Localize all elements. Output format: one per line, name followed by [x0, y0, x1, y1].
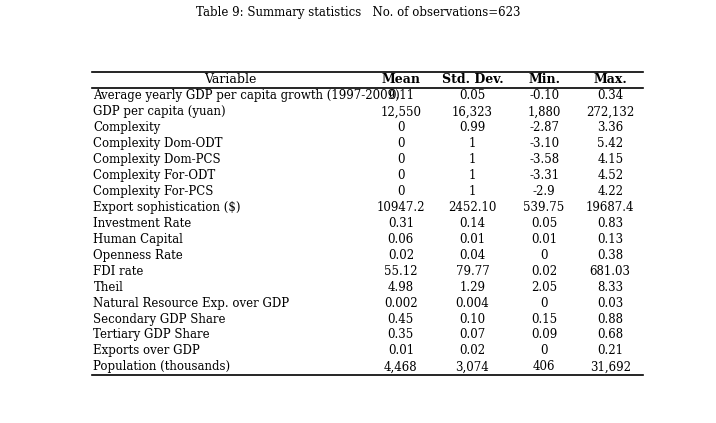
- Text: Complexity For-ODT: Complexity For-ODT: [93, 169, 216, 182]
- Text: 681.03: 681.03: [590, 265, 631, 278]
- Text: 0.10: 0.10: [460, 313, 485, 326]
- Text: -2.87: -2.87: [529, 121, 559, 134]
- Text: 0: 0: [541, 249, 548, 262]
- Text: -3.58: -3.58: [529, 153, 559, 166]
- Text: 0.01: 0.01: [460, 233, 485, 246]
- Text: 406: 406: [533, 360, 556, 374]
- Text: 16,323: 16,323: [452, 105, 493, 118]
- Text: 0.07: 0.07: [460, 329, 485, 341]
- Text: Max.: Max.: [594, 74, 627, 86]
- Text: Average yearly GDP per capita growth (1997-2009): Average yearly GDP per capita growth (19…: [93, 89, 400, 102]
- Text: 0: 0: [541, 297, 548, 310]
- Text: 0.05: 0.05: [531, 217, 557, 230]
- Text: -3.31: -3.31: [529, 169, 559, 182]
- Text: Complexity: Complexity: [93, 121, 160, 134]
- Text: 31,692: 31,692: [590, 360, 631, 374]
- Text: 0.09: 0.09: [531, 329, 557, 341]
- Text: 0: 0: [397, 185, 405, 198]
- Text: Population (thousands): Population (thousands): [93, 360, 231, 374]
- Text: 1,880: 1,880: [528, 105, 561, 118]
- Text: 0.38: 0.38: [597, 249, 624, 262]
- Text: 19687.4: 19687.4: [586, 201, 634, 214]
- Text: 0: 0: [397, 137, 405, 150]
- Text: GDP per capita (yuan): GDP per capita (yuan): [93, 105, 226, 118]
- Text: 0.02: 0.02: [460, 344, 485, 357]
- Text: Mean: Mean: [382, 74, 420, 86]
- Text: 8.33: 8.33: [597, 280, 624, 294]
- Text: 0.15: 0.15: [531, 313, 557, 326]
- Text: 0.14: 0.14: [460, 217, 485, 230]
- Text: 1: 1: [469, 137, 476, 150]
- Text: 2.05: 2.05: [531, 280, 557, 294]
- Text: 3,074: 3,074: [455, 360, 489, 374]
- Text: 4.98: 4.98: [388, 280, 414, 294]
- Text: 0: 0: [397, 121, 405, 134]
- Text: FDI rate: FDI rate: [93, 265, 144, 278]
- Text: Openness Rate: Openness Rate: [93, 249, 183, 262]
- Text: Complexity For-PCS: Complexity For-PCS: [93, 185, 214, 198]
- Text: 4,468: 4,468: [384, 360, 417, 374]
- Text: -0.10: -0.10: [529, 89, 559, 102]
- Text: 0.02: 0.02: [388, 249, 414, 262]
- Text: 0: 0: [397, 169, 405, 182]
- Text: 0.88: 0.88: [597, 313, 623, 326]
- Text: 2452.10: 2452.10: [448, 201, 497, 214]
- Text: 0.004: 0.004: [455, 297, 489, 310]
- Text: Min.: Min.: [528, 74, 560, 86]
- Text: 0.01: 0.01: [388, 344, 414, 357]
- Text: 0.03: 0.03: [597, 297, 624, 310]
- Text: 0.06: 0.06: [388, 233, 414, 246]
- Text: Variable: Variable: [204, 74, 256, 86]
- Text: 0.31: 0.31: [388, 217, 414, 230]
- Text: 0.21: 0.21: [597, 344, 623, 357]
- Text: Natural Resource Exp. over GDP: Natural Resource Exp. over GDP: [93, 297, 289, 310]
- Text: 12,550: 12,550: [380, 105, 421, 118]
- Text: 0.05: 0.05: [460, 89, 485, 102]
- Text: 10947.2: 10947.2: [377, 201, 425, 214]
- Text: 0.45: 0.45: [388, 313, 414, 326]
- Text: 0.04: 0.04: [460, 249, 485, 262]
- Text: 55.12: 55.12: [384, 265, 417, 278]
- Text: Std. Dev.: Std. Dev.: [442, 74, 503, 86]
- Text: Complexity Dom-ODT: Complexity Dom-ODT: [93, 137, 223, 150]
- Text: 0.13: 0.13: [597, 233, 624, 246]
- Text: 0.99: 0.99: [460, 121, 485, 134]
- Text: Complexity Dom-PCS: Complexity Dom-PCS: [93, 153, 221, 166]
- Text: 4.52: 4.52: [597, 169, 624, 182]
- Text: -2.9: -2.9: [533, 185, 556, 198]
- Text: 0: 0: [541, 344, 548, 357]
- Text: 3.36: 3.36: [597, 121, 624, 134]
- Text: 0.34: 0.34: [597, 89, 624, 102]
- Text: 5.42: 5.42: [597, 137, 624, 150]
- Text: Exports over GDP: Exports over GDP: [93, 344, 200, 357]
- Text: 4.22: 4.22: [597, 185, 623, 198]
- Text: 1.29: 1.29: [460, 280, 485, 294]
- Text: 0.35: 0.35: [388, 329, 414, 341]
- Text: 1: 1: [469, 169, 476, 182]
- Text: 539.75: 539.75: [523, 201, 565, 214]
- Text: 0.02: 0.02: [531, 265, 557, 278]
- Text: 4.15: 4.15: [597, 153, 624, 166]
- Text: Tertiary GDP Share: Tertiary GDP Share: [93, 329, 210, 341]
- Text: 1: 1: [469, 153, 476, 166]
- Text: Human Capital: Human Capital: [93, 233, 183, 246]
- Text: Export sophistication ($): Export sophistication ($): [93, 201, 241, 214]
- Text: 0.002: 0.002: [384, 297, 417, 310]
- Text: 1: 1: [469, 185, 476, 198]
- Text: Investment Rate: Investment Rate: [93, 217, 192, 230]
- Text: 0.68: 0.68: [597, 329, 624, 341]
- Text: -3.10: -3.10: [529, 137, 559, 150]
- Text: 0: 0: [397, 153, 405, 166]
- Text: 79.77: 79.77: [455, 265, 489, 278]
- Text: Secondary GDP Share: Secondary GDP Share: [93, 313, 226, 326]
- Text: 0.11: 0.11: [388, 89, 414, 102]
- Text: 0.01: 0.01: [531, 233, 557, 246]
- Text: Theil: Theil: [93, 280, 123, 294]
- Text: Table 9: Summary statistics   No. of observations=623: Table 9: Summary statistics No. of obser…: [195, 6, 521, 19]
- Text: 272,132: 272,132: [586, 105, 634, 118]
- Text: 0.83: 0.83: [597, 217, 624, 230]
